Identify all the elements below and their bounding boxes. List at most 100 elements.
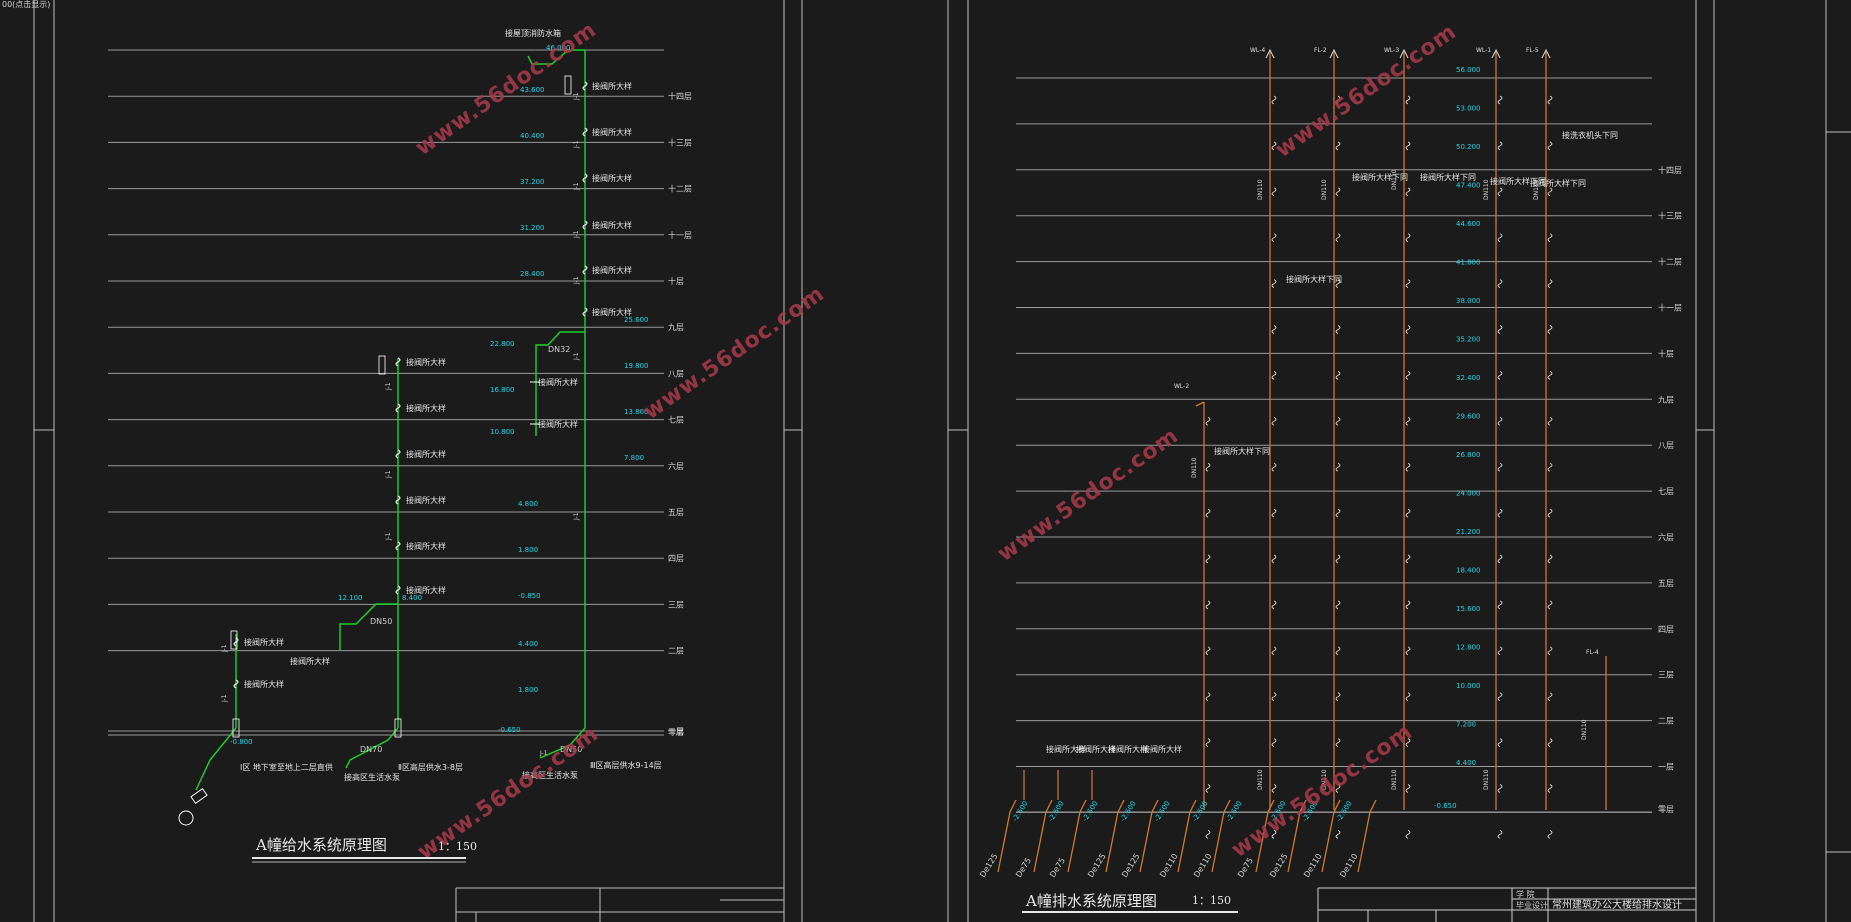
elevation-label: 8.400 — [402, 594, 422, 602]
pipe-tag: J-1 — [573, 276, 580, 285]
pump-symbol — [190, 788, 208, 804]
level-label: 六层 — [1658, 532, 1674, 542]
outlet-pipe — [1177, 811, 1191, 873]
valve-symbol — [582, 173, 588, 183]
elevation-label: 40.400 — [520, 132, 545, 140]
pipe-size: DN110 — [1581, 719, 1588, 740]
pipe-tag: J-1 — [573, 230, 580, 239]
trap-symbol — [1205, 830, 1211, 839]
trap-symbol — [1271, 830, 1277, 839]
trap-symbol — [1205, 508, 1211, 518]
trap-symbol — [1405, 416, 1411, 426]
trap-symbol — [1271, 325, 1277, 334]
dn-label: DN50 — [370, 617, 392, 626]
bottom-note: 接阀所大样 — [1076, 744, 1116, 754]
valve-note: 接阀所大样 — [592, 81, 632, 91]
elevation-label: -0.650 — [1434, 802, 1457, 810]
vent-cap — [1491, 48, 1501, 59]
zone-note: I区 地下室至地上二层直供 — [240, 762, 333, 772]
trap-symbol — [1405, 371, 1411, 380]
watermark: www.56doc.com — [1227, 719, 1417, 863]
vent-cap — [1265, 48, 1275, 59]
trap-symbol — [1547, 830, 1553, 839]
outlet-pipe — [1357, 811, 1371, 873]
bottom-note: 接阀所大样 — [1142, 744, 1182, 754]
elevation-label: 12.800 — [1456, 644, 1481, 652]
trap-symbol — [1405, 600, 1411, 610]
trap-symbol — [1335, 554, 1341, 564]
trap-symbol — [1205, 646, 1211, 656]
outlet-pipe — [1105, 811, 1119, 873]
outlet-pipe — [1255, 811, 1269, 873]
trap-symbol — [1271, 187, 1277, 197]
trap-symbol — [1271, 554, 1277, 564]
pipe-tag: WL-1 — [1476, 47, 1491, 54]
pipe-size: DN110 — [1321, 179, 1328, 200]
elevation-label: 47.400 — [1456, 182, 1481, 190]
supply-pipe — [535, 331, 585, 436]
watermark: www.56doc.com — [1271, 19, 1461, 163]
elevation-label: 7.800 — [624, 454, 644, 462]
trap-symbol — [1497, 95, 1503, 105]
valve-note: 接阀所大样 — [592, 265, 632, 275]
trap-symbol — [1405, 692, 1411, 702]
elevation-label: -0.850 — [518, 592, 541, 600]
trap-symbol — [1497, 462, 1503, 472]
elevation-label: 12.100 — [338, 594, 363, 602]
valve-note: 接阀所大样 — [538, 377, 578, 387]
pipe-tag: J-1 — [573, 140, 580, 149]
level-label: 十三层 — [668, 137, 692, 147]
valve-symbol — [582, 307, 588, 317]
trap-symbol — [1271, 371, 1277, 380]
drain-note: 接阀所大样下同 — [1214, 446, 1270, 456]
level-label: 十二层 — [668, 184, 692, 194]
trap-symbol — [1335, 830, 1341, 839]
outlet-pipe — [1139, 811, 1153, 873]
pipe-tag: FL-5 — [1526, 47, 1539, 54]
elevation-label: 35.200 — [1456, 336, 1481, 344]
trap-symbol — [1497, 692, 1503, 702]
outlet-label: De110 — [1158, 852, 1180, 879]
level-label: 七层 — [1658, 487, 1674, 496]
pipe-tag: J-1 — [539, 750, 548, 757]
valve-symbol — [582, 220, 588, 230]
trap-symbol — [1497, 554, 1503, 564]
valve-symbol — [582, 127, 588, 137]
pipe-tag: J-1 — [573, 512, 580, 521]
level-label: 十四层 — [1658, 165, 1682, 175]
top-left-label: 00(点击显示) — [2, 0, 51, 9]
valve-note: 接阀所大样 — [406, 357, 446, 367]
level-label: 零层 — [1658, 805, 1674, 814]
trap-symbol — [1335, 646, 1341, 656]
bottom-note: 接阀所大样 — [1108, 744, 1148, 754]
trap-symbol — [1405, 233, 1411, 243]
level-label: 九层 — [668, 323, 684, 332]
trap-symbol — [1271, 784, 1277, 793]
valve-note: 接阀所大样 — [592, 127, 632, 137]
drain-note: 接阀所大样下同 — [1490, 176, 1546, 186]
pipe-tag: J-1 — [221, 694, 228, 703]
trap-symbol — [1335, 508, 1341, 518]
outlet-label: De125 — [1120, 852, 1142, 879]
elevation-label: -0.650 — [498, 726, 521, 734]
supply-pipe — [195, 727, 237, 791]
outlet-pipe — [1333, 799, 1341, 813]
trap-symbol — [1547, 738, 1553, 747]
elevation-label: -0.800 — [230, 738, 253, 746]
dn-label: DN70 — [360, 745, 382, 754]
trap-symbol — [1547, 508, 1553, 518]
trap-symbol — [1405, 95, 1411, 105]
bottom-note: 接阀所大样 — [1046, 744, 1086, 754]
trap-symbol — [1547, 95, 1553, 105]
outlet-label: De125 — [1086, 852, 1108, 879]
outlet-pipe — [1287, 811, 1301, 873]
outlet-pipe — [1117, 799, 1125, 813]
elevation-label: 28.400 — [520, 270, 545, 278]
level-label: 十二层 — [1658, 257, 1682, 267]
level-label: 四层 — [668, 554, 684, 563]
elevation-label: 16.800 — [490, 386, 515, 394]
level-label: 七层 — [668, 416, 684, 425]
